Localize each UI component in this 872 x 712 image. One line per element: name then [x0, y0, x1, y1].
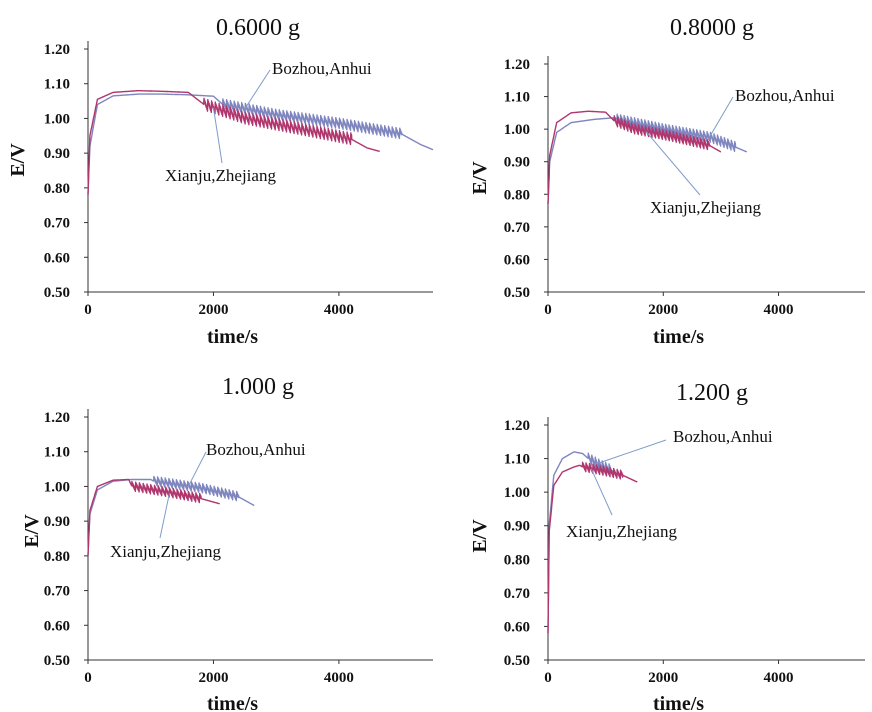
- x-tick-label: 0: [544, 670, 552, 686]
- series-line-xianju-zhejiang: [87, 478, 221, 556]
- annotation-label: Xianju,Zhejiang: [110, 542, 221, 561]
- y-tick-label: 0.50: [44, 285, 70, 301]
- y-tick-label: 1.20: [44, 42, 70, 58]
- y-tick-label: 1.00: [44, 111, 70, 127]
- annotation-label: Bozhou,Anhui: [206, 440, 306, 459]
- series-line-xianju-zhejiang: [547, 110, 722, 205]
- x-tick-label: 2000: [198, 302, 228, 318]
- x-tick-label: 2000: [198, 670, 228, 686]
- chart-panel-4: 1.200 g 0.50 0.60 0.70 0.80 0.90 1.00 1.10 1.20 0…: [469, 380, 865, 712]
- series-line-bozhou-anhui: [547, 113, 748, 205]
- y-tick-label: 0.90: [504, 155, 530, 171]
- chart-title: 0.8000 g: [670, 15, 754, 41]
- x-tick-label: 2000: [648, 302, 678, 318]
- annotation-leader: [159, 492, 171, 539]
- x-axis-label: time/s: [653, 326, 704, 348]
- x-axis-label: time/s: [207, 326, 258, 348]
- y-tick-label: 0.50: [504, 653, 530, 669]
- x-tick-label: 4000: [764, 302, 794, 318]
- y-tick-label: 0.80: [504, 187, 530, 203]
- y-tick-label: 0.50: [44, 653, 70, 669]
- annotation-leader: [244, 69, 271, 110]
- y-tick-label: 1.20: [44, 410, 70, 426]
- y-tick-label: 0.60: [44, 618, 70, 634]
- series-line-xianju-zhejiang: [547, 461, 638, 634]
- y-tick-label: 0.70: [504, 586, 530, 602]
- annotation-leader: [590, 468, 613, 516]
- series-line-xianju-zhejiang: [87, 89, 381, 195]
- y-axis-label: E/V: [21, 514, 43, 548]
- series-line-bozhou-anhui: [547, 451, 615, 634]
- y-tick-label: 0.90: [44, 146, 70, 162]
- series-line-bozhou-anhui: [87, 475, 255, 556]
- y-axis-label: E/V: [469, 519, 491, 553]
- annotation-leader: [708, 96, 734, 138]
- y-tick-label: 0.70: [504, 220, 530, 236]
- y-tick-label: 0.60: [504, 252, 530, 268]
- y-tick-label: 1.10: [504, 90, 530, 106]
- annotation-leader: [212, 107, 223, 164]
- annotation-leader: [596, 439, 667, 465]
- x-tick-label: 4000: [764, 670, 794, 686]
- annotation-label: Bozhou,Anhui: [735, 86, 835, 105]
- x-axis-label: time/s: [653, 693, 704, 712]
- chart-panel-1: 0.6000 g 0.50 0.60 0.70 0.80 0.90 1.00 1.10 1.20…: [7, 15, 434, 348]
- y-tick-label: 1.00: [504, 485, 530, 501]
- y-tick-label: 0.60: [504, 619, 530, 635]
- x-tick-label: 4000: [324, 670, 354, 686]
- y-tick-label: 1.00: [44, 479, 70, 495]
- series-line-bozhou-anhui: [87, 93, 434, 195]
- y-axis-label: E/V: [469, 161, 491, 195]
- chart-title: 1.200 g: [676, 380, 748, 406]
- y-tick-label: 0.70: [44, 584, 70, 600]
- x-tick-label: 2000: [648, 670, 678, 686]
- annotation-label: Xianju,Zhejiang: [566, 522, 677, 541]
- y-tick-label: 1.00: [504, 122, 530, 138]
- y-tick-label: 1.20: [504, 418, 530, 434]
- x-tick-label: 0: [84, 670, 92, 686]
- chart-panel-3: 1.000 g 0.50 0.60 0.70 0.80 0.90 1.00 1.10 1.20 0…: [21, 374, 433, 712]
- y-tick-label: 0.50: [504, 285, 530, 301]
- x-tick-label: 0: [84, 302, 92, 318]
- y-tick-label: 0.90: [504, 519, 530, 535]
- y-tick-label: 1.10: [44, 445, 70, 461]
- chart-title: 0.6000 g: [216, 15, 300, 41]
- y-tick-label: 1.20: [504, 57, 530, 73]
- y-tick-label: 0.90: [44, 514, 70, 530]
- annotation-label: Xianju,Zhejiang: [165, 166, 276, 185]
- annotation-leader: [187, 451, 207, 487]
- y-tick-label: 1.10: [44, 77, 70, 93]
- chart-panel-2: 0.8000 g 0.50 0.60 0.70 0.80 0.90 1.00 1.10 1.20…: [469, 15, 865, 348]
- y-tick-label: 0.80: [504, 552, 530, 568]
- x-tick-label: 0: [544, 302, 552, 318]
- annotation-label: Xianju,Zhejiang: [650, 198, 761, 217]
- chart-title: 1.000 g: [222, 374, 294, 400]
- y-tick-label: 1.10: [504, 452, 530, 468]
- y-tick-label: 0.60: [44, 250, 70, 266]
- y-tick-label: 0.70: [44, 216, 70, 232]
- annotation-leader: [645, 131, 701, 196]
- y-axis-label: E/V: [7, 143, 29, 177]
- y-tick-label: 0.80: [44, 181, 70, 197]
- annotation-label: Bozhou,Anhui: [673, 427, 773, 446]
- x-tick-label: 4000: [324, 302, 354, 318]
- y-tick-label: 0.80: [44, 549, 70, 565]
- x-axis-label: time/s: [207, 693, 258, 712]
- annotation-label: Bozhou,Anhui: [272, 59, 372, 78]
